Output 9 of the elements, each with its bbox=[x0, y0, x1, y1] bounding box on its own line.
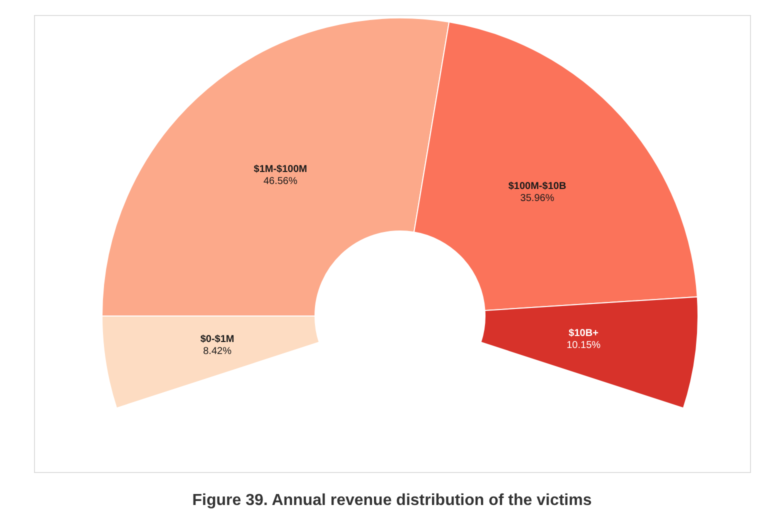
slice-label: $0-$1M bbox=[200, 334, 234, 345]
slice-label: $100M-$10B bbox=[508, 180, 566, 192]
slice-label: $10B+ bbox=[568, 328, 599, 340]
data-label: 46.56% bbox=[263, 176, 298, 187]
data-label: 35.96% bbox=[520, 192, 554, 204]
data-label: 8.42% bbox=[203, 346, 232, 357]
text: Figure 39. Annual revenue distribution of the victims bbox=[192, 492, 592, 509]
data-label: 10.15% bbox=[566, 340, 601, 352]
slice-label: $1M-$100M bbox=[254, 164, 308, 175]
